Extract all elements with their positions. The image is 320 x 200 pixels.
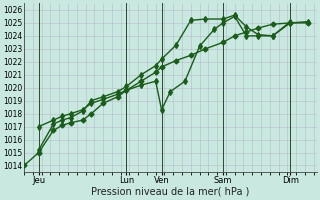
- X-axis label: Pression niveau de la mer( hPa ): Pression niveau de la mer( hPa ): [91, 187, 250, 197]
